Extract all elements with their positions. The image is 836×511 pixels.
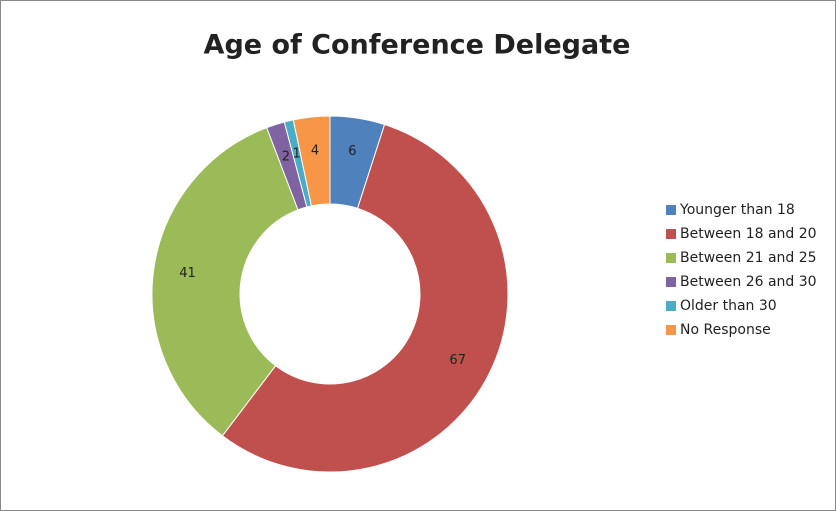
data-label: 2	[282, 149, 290, 164]
chart-title: Age of Conference Delegate	[204, 30, 631, 61]
legend-label: Between 18 and 20	[680, 226, 817, 242]
data-label: 4	[311, 143, 319, 158]
legend-swatch	[666, 277, 676, 287]
legend-swatch	[666, 325, 676, 335]
legend-label: No Response	[680, 322, 771, 338]
legend-label: Older than 30	[680, 298, 777, 314]
data-label: 1	[293, 146, 301, 161]
legend-swatch	[666, 205, 676, 215]
legend-label: Between 26 and 30	[680, 274, 817, 290]
data-label: 67	[449, 353, 466, 368]
legend-swatch	[666, 301, 676, 311]
donut-slice	[292, 115, 331, 207]
donut-slice	[151, 126, 299, 437]
legend-label: Between 21 and 25	[680, 250, 817, 266]
donut-slice	[221, 123, 509, 473]
legend-label: Younger than 18	[679, 202, 795, 218]
legend-swatch	[666, 253, 676, 263]
data-label: 41	[179, 266, 196, 281]
data-label: 6	[348, 144, 356, 159]
legend-swatch	[666, 229, 676, 239]
